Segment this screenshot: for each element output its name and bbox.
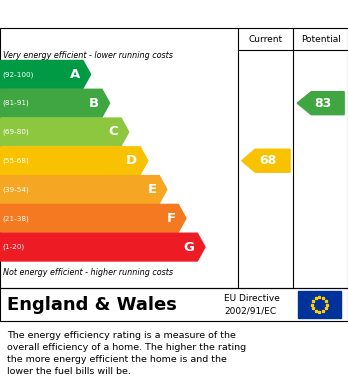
Text: Not energy efficient - higher running costs: Not energy efficient - higher running co…: [3, 268, 174, 277]
Text: 2002/91/EC: 2002/91/EC: [224, 307, 277, 316]
Text: (39-54): (39-54): [3, 186, 30, 193]
Bar: [298, 291, 341, 318]
Text: Very energy efficient - lower running costs: Very energy efficient - lower running co…: [3, 51, 173, 60]
Text: (92-100): (92-100): [3, 71, 34, 78]
Text: Energy Efficiency Rating: Energy Efficiency Rating: [69, 7, 279, 22]
Text: F: F: [166, 212, 175, 225]
Text: (81-91): (81-91): [3, 100, 30, 106]
Text: D: D: [126, 154, 137, 167]
Text: C: C: [109, 126, 118, 138]
Polygon shape: [0, 89, 110, 117]
Text: 83: 83: [314, 97, 331, 109]
Text: A: A: [70, 68, 80, 81]
Text: EU Directive: EU Directive: [224, 294, 280, 303]
Polygon shape: [242, 149, 290, 172]
Text: (21-38): (21-38): [3, 215, 30, 222]
Text: B: B: [89, 97, 99, 109]
Text: G: G: [184, 240, 195, 254]
Text: England & Wales: England & Wales: [7, 296, 177, 314]
Text: (1-20): (1-20): [3, 244, 25, 250]
Polygon shape: [0, 61, 90, 88]
Text: Potential: Potential: [301, 34, 341, 43]
Polygon shape: [297, 91, 344, 115]
Text: (69-80): (69-80): [3, 129, 30, 135]
Polygon shape: [0, 204, 186, 232]
Text: 68: 68: [259, 154, 276, 167]
Text: The energy efficiency rating is a measure of the
overall efficiency of a home. T: The energy efficiency rating is a measur…: [7, 332, 246, 376]
Polygon shape: [0, 233, 205, 261]
Text: (55-68): (55-68): [3, 158, 30, 164]
Polygon shape: [0, 118, 129, 146]
Text: Current: Current: [249, 34, 283, 43]
Polygon shape: [0, 147, 148, 175]
Text: E: E: [147, 183, 156, 196]
Polygon shape: [0, 176, 167, 203]
